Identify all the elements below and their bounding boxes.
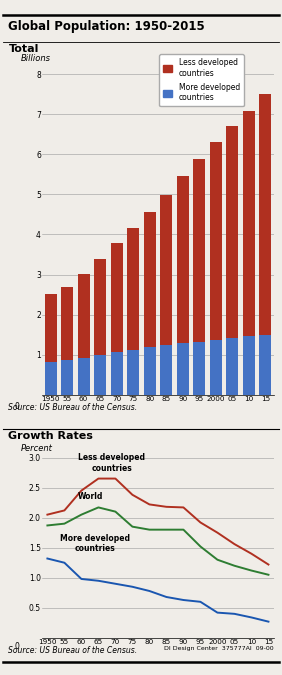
Bar <box>144 347 156 395</box>
Bar <box>210 142 222 340</box>
Text: More developed
countries: More developed countries <box>60 534 131 554</box>
Bar <box>61 360 73 395</box>
Text: Source: US Bureau of the Census.: Source: US Bureau of the Census. <box>8 403 138 412</box>
Bar <box>61 287 73 360</box>
Bar <box>210 340 222 395</box>
Bar <box>144 213 156 347</box>
Bar <box>193 159 205 342</box>
Bar <box>78 274 90 358</box>
Text: Total: Total <box>8 44 39 54</box>
Bar <box>160 195 172 345</box>
Bar <box>94 259 106 355</box>
Bar <box>160 345 172 395</box>
Text: Growth Rates: Growth Rates <box>8 431 93 441</box>
Bar <box>111 243 123 352</box>
Bar <box>259 335 271 395</box>
Text: 0: 0 <box>14 402 19 410</box>
Text: 0: 0 <box>14 642 19 651</box>
Bar <box>259 94 271 335</box>
Bar <box>226 338 238 395</box>
Bar <box>193 342 205 395</box>
Bar <box>45 294 56 362</box>
Bar <box>177 176 189 343</box>
Text: Global Population: 1950-2015: Global Population: 1950-2015 <box>8 20 205 33</box>
Bar <box>127 350 139 395</box>
Text: Billions: Billions <box>20 54 50 63</box>
Bar <box>111 352 123 395</box>
Bar <box>243 111 255 336</box>
Bar <box>94 355 106 395</box>
Text: Less developed
countries: Less developed countries <box>78 453 145 472</box>
Text: Percent: Percent <box>20 443 52 452</box>
Bar <box>78 358 90 395</box>
Bar <box>45 362 56 395</box>
Text: DI Design Center  375777AI  09-00: DI Design Center 375777AI 09-00 <box>164 646 274 651</box>
Legend: Less developed
countries, More developed
countries: Less developed countries, More developed… <box>159 55 244 106</box>
Text: Source: US Bureau of the Census.: Source: US Bureau of the Census. <box>8 646 138 655</box>
Bar <box>226 126 238 338</box>
Text: World: World <box>78 491 103 501</box>
Bar <box>127 227 139 350</box>
Bar <box>177 343 189 395</box>
Bar <box>243 336 255 395</box>
